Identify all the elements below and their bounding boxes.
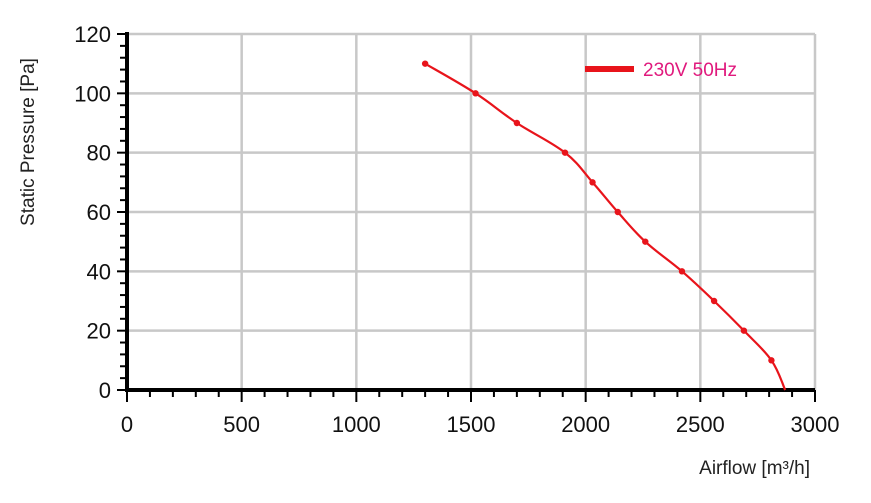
x-tick-label: 500 — [223, 412, 260, 437]
data-point — [472, 90, 479, 97]
data-point — [740, 327, 748, 334]
data-point — [642, 238, 649, 245]
data-point — [678, 268, 686, 275]
data-point — [589, 179, 596, 186]
y-tick-label: 40 — [87, 259, 111, 284]
x-axis-title: Airflow [m³/h] — [699, 458, 810, 479]
x-tick-label: 1000 — [332, 412, 381, 437]
y-tick-label: 100 — [74, 81, 111, 106]
x-tick-label: 3000 — [791, 412, 840, 437]
data-point — [710, 297, 718, 305]
y-tick-label: 20 — [87, 319, 111, 344]
y-tick-label: 120 — [74, 22, 111, 47]
y-tick-label: 0 — [99, 378, 111, 403]
data-point — [421, 60, 429, 67]
y-tick-labels: 0 20 40 60 80 100 120 — [74, 22, 111, 403]
x-tick-label: 1500 — [447, 412, 496, 437]
data-point — [614, 208, 621, 216]
series-line — [424, 62, 787, 391]
legend: 230V 50Hz — [585, 60, 737, 81]
x-tick-label: 0 — [121, 412, 133, 437]
data-point — [768, 357, 775, 364]
x-tick-label: 2000 — [561, 412, 610, 437]
y-tick-label: 60 — [87, 200, 111, 225]
x-tick-labels: 0 500 1000 1500 2000 2500 3000 — [121, 412, 840, 437]
y-tick-label: 80 — [87, 141, 111, 166]
y-axis-title: Static Pressure [Pa] — [18, 58, 39, 226]
data-point — [513, 119, 521, 127]
x-tick-label: 2500 — [676, 412, 725, 437]
series-layer — [421, 60, 787, 391]
chart-axes — [125, 32, 815, 392]
chart-grid — [127, 32, 817, 390]
minor-ticks — [117, 33, 816, 402]
legend-label: 230V 50Hz — [643, 60, 737, 81]
data-point — [561, 149, 569, 156]
